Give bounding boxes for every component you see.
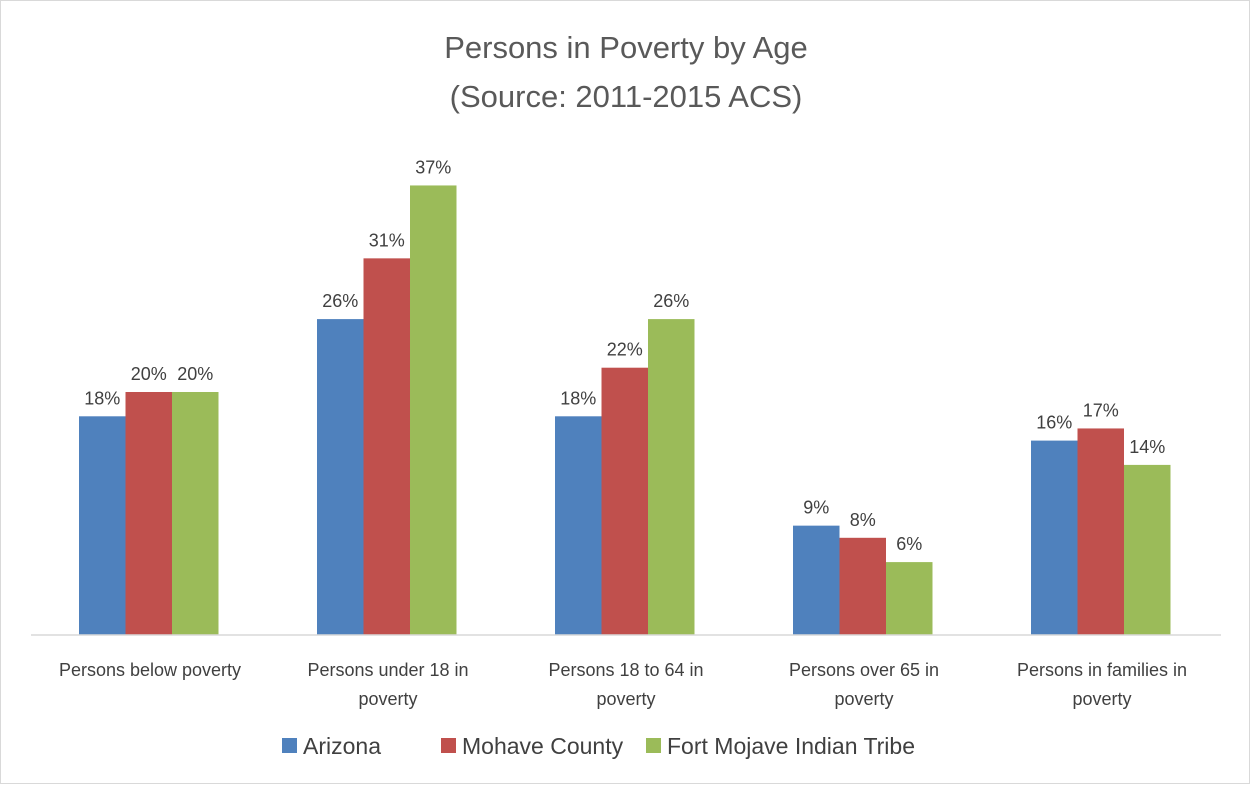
bar-1-3: [839, 537, 886, 635]
data-label-1-4: 17%: [1083, 400, 1119, 420]
chart-title-line-1: Persons in Poverty by Age: [444, 30, 808, 65]
bar-0-0: [79, 416, 126, 635]
legend-swatch-0: [282, 738, 297, 753]
legend-swatch-2: [646, 738, 661, 753]
legend-label-0: Arizona: [303, 733, 381, 759]
data-label-1-3: 8%: [850, 510, 876, 530]
data-label-2-3: 6%: [896, 534, 922, 554]
legend-swatch-1: [441, 738, 456, 753]
legend-label-1: Mohave County: [462, 733, 624, 759]
x-tick-label-2-1: poverty: [596, 689, 655, 709]
x-tick-label-3-0: Persons over 65 in: [789, 660, 939, 680]
data-label-2-0: 20%: [177, 364, 213, 384]
bar-0-2: [555, 416, 602, 635]
data-label-1-2: 22%: [607, 340, 643, 360]
bar-2-0: [172, 392, 219, 635]
bar-1-4: [1077, 428, 1124, 635]
data-label-0-2: 18%: [560, 388, 596, 408]
x-tick-label-4-1: poverty: [1072, 689, 1131, 709]
bar-0-3: [793, 525, 840, 635]
bar-2-4: [1124, 464, 1171, 635]
bar-2-3: [886, 562, 933, 635]
bar-2-1: [410, 185, 457, 635]
bar-1-0: [125, 392, 172, 635]
data-labels-group: 18% 20% 20% 26% 31% 37% 18% 22% 26% 9% 8% 6% 16% 17% 1…: [84, 157, 1165, 554]
data-label-1-0: 20%: [131, 364, 167, 384]
x-tick-label-0-0: Persons below poverty: [59, 660, 241, 680]
legend: Arizona Mohave County Fort Mojave Indian T…: [282, 733, 915, 759]
data-label-0-3: 9%: [803, 498, 829, 518]
data-label-2-2: 26%: [653, 291, 689, 311]
data-label-1-1: 31%: [369, 230, 405, 250]
data-label-2-1: 37%: [415, 157, 451, 177]
data-label-2-4: 14%: [1129, 437, 1165, 457]
x-tick-label-1-1: poverty: [358, 689, 417, 709]
bar-1-1: [363, 258, 410, 635]
data-label-0-4: 16%: [1036, 413, 1072, 433]
bar-1-2: [601, 367, 648, 635]
bar-0-1: [317, 319, 364, 635]
bar-2-2: [648, 319, 695, 635]
bar-0-4: [1031, 440, 1078, 635]
x-tick-label-4-0: Persons in families in: [1017, 660, 1187, 680]
x-tick-label-3-1: poverty: [834, 689, 893, 709]
x-tick-labels-group: Persons below poverty Persons under 18 in…: [59, 660, 1187, 709]
data-label-0-0: 18%: [84, 388, 120, 408]
x-tick-label-2-0: Persons 18 to 64 in: [548, 660, 703, 680]
legend-label-2: Fort Mojave Indian Tribe: [667, 733, 915, 759]
x-tick-label-1-0: Persons under 18 in: [307, 660, 468, 680]
data-label-0-1: 26%: [322, 291, 358, 311]
chart-title-line-2: (Source: 2011-2015 ACS): [450, 79, 803, 114]
bars-group: [79, 185, 1171, 635]
